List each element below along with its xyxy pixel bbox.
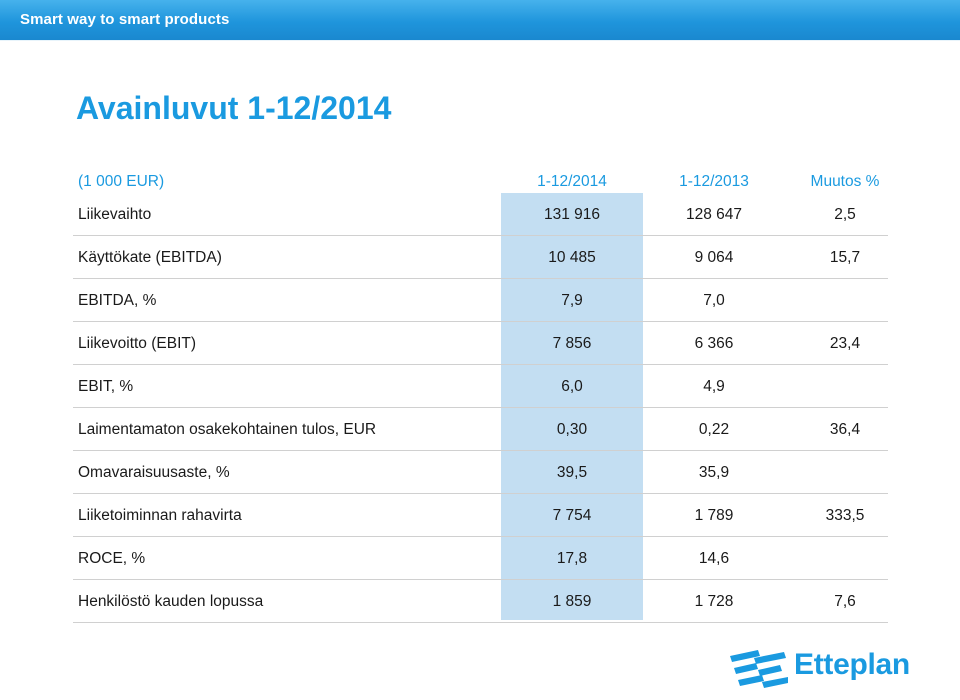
row-label: Liikevaihto	[78, 206, 152, 223]
top-banner: Smart way to smart products	[0, 0, 960, 41]
etteplan-logo: Etteplan	[728, 648, 938, 696]
value-2013: 14,6	[698, 550, 730, 567]
header-change-percent: Muutos %	[810, 173, 880, 190]
banner-tagline: Smart way to smart products	[20, 11, 230, 28]
table-row: Liikevaihto 131 916 128 647 2,5	[73, 193, 888, 236]
table-row: ROCE, % 17,8 14,6	[73, 537, 888, 580]
value-change: 36,4	[829, 421, 861, 438]
page-title: Avainluvut 1-12/2014	[76, 90, 392, 126]
row-label: EBIT, %	[78, 378, 134, 395]
table-row: Käyttökate (EBITDA) 10 485 9 064 15,7	[73, 236, 888, 279]
value-2013: 7,0	[703, 292, 725, 309]
table-row: EBIT, % 6,0 4,9	[73, 365, 888, 408]
row-label: Henkilöstö kauden lopussa	[78, 593, 264, 610]
value-change: 2,5	[834, 206, 856, 223]
table-row: Laimentamaton osakekohtainen tulos, EUR …	[73, 408, 888, 451]
value-2014: 7 754	[552, 507, 592, 524]
value-2014: 131 916	[543, 206, 601, 223]
table-row: EBITDA, % 7,9 7,0	[73, 279, 888, 322]
value-2014: 6,0	[561, 378, 583, 395]
value-2014: 10 485	[548, 249, 596, 266]
value-2014: 1 859	[552, 593, 592, 610]
key-figures-table: (1 000 EUR) 1-12/2014 1-12/2013 Muutos %…	[73, 163, 888, 623]
value-2013: 1 728	[694, 593, 734, 610]
value-change: 15,7	[829, 249, 861, 266]
current-period-column-highlight	[501, 193, 643, 620]
value-2013: 6 366	[694, 335, 734, 352]
value-change: 23,4	[829, 335, 861, 352]
table-header-row: (1 000 EUR) 1-12/2014 1-12/2013 Muutos %	[73, 163, 888, 193]
row-label: Liikevoitto (EBIT)	[78, 335, 197, 352]
value-2014: 39,5	[556, 464, 588, 481]
value-2013: 9 064	[694, 249, 734, 266]
value-2013: 1 789	[694, 507, 734, 524]
table-row: Liikevoitto (EBIT) 7 856 6 366 23,4	[73, 322, 888, 365]
row-label: ROCE, %	[78, 550, 146, 567]
value-2013: 0,22	[698, 421, 730, 438]
row-label: Käyttökate (EBITDA)	[78, 249, 222, 266]
logo-wordmark: Etteplan	[794, 648, 910, 681]
header-period-2013: 1-12/2013	[679, 173, 749, 190]
value-2014: 7,9	[561, 292, 583, 309]
row-label: EBITDA, %	[78, 292, 157, 309]
value-2014: 0,30	[556, 421, 588, 438]
value-change: 7,6	[834, 593, 856, 610]
header-unit: (1 000 EUR)	[78, 173, 165, 190]
etteplan-logo-mark-icon	[730, 650, 788, 688]
value-change: 333,5	[825, 507, 865, 524]
row-label: Omavaraisuusaste, %	[78, 464, 230, 481]
value-2014: 7 856	[552, 335, 592, 352]
row-label: Laimentamaton osakekohtainen tulos, EUR	[78, 421, 377, 438]
value-2013: 128 647	[685, 206, 743, 223]
table-row: Henkilöstö kauden lopussa 1 859 1 728 7,…	[73, 580, 888, 623]
value-2014: 17,8	[556, 550, 588, 567]
table-row: Omavaraisuusaste, % 39,5 35,9	[73, 451, 888, 494]
value-2013: 4,9	[703, 378, 725, 395]
value-2013: 35,9	[698, 464, 730, 481]
header-period-2014: 1-12/2014	[537, 173, 607, 190]
row-label: Liiketoiminnan rahavirta	[78, 507, 242, 524]
table-row: Liiketoiminnan rahavirta 7 754 1 789 333…	[73, 494, 888, 537]
